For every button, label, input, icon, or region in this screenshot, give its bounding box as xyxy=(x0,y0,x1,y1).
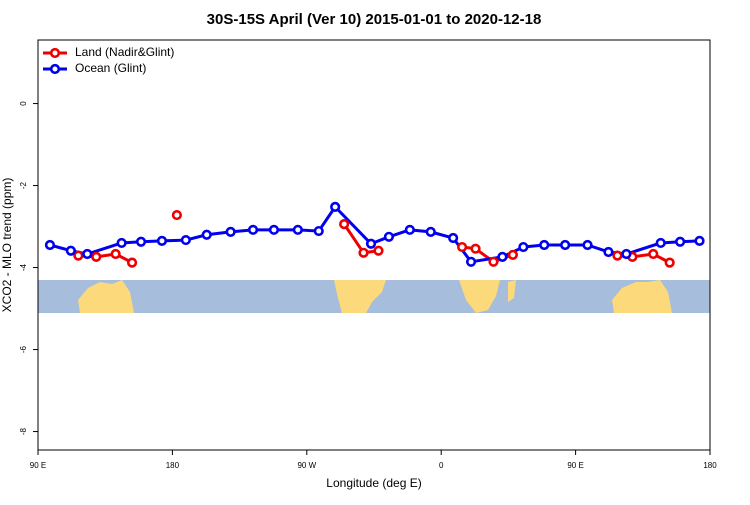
data-point xyxy=(365,238,377,249)
data-point xyxy=(621,248,632,260)
data-point xyxy=(339,218,350,230)
data-point xyxy=(383,231,395,242)
x-tick-label: 0 xyxy=(439,461,444,470)
y-tick-label: -4 xyxy=(19,263,28,271)
data-point xyxy=(582,239,593,251)
y-tick-label: -8 xyxy=(19,427,28,435)
data-point xyxy=(82,248,93,260)
data-point xyxy=(225,226,236,237)
data-point xyxy=(648,248,659,260)
chart-title: 30S-15S April (Ver 10) 2015-01-01 to 202… xyxy=(207,11,542,28)
legend-marker xyxy=(49,47,61,59)
data-point xyxy=(135,236,147,247)
data-point xyxy=(358,247,369,258)
data-point xyxy=(180,234,191,246)
data-point xyxy=(560,239,571,251)
data-point xyxy=(488,256,499,267)
data-point xyxy=(694,235,705,246)
y-axis-label: XCO2 - MLO trend (ppm) xyxy=(0,178,14,313)
x-axis-label: Longitude (deg E) xyxy=(326,476,421,490)
data-point xyxy=(330,201,341,212)
data-point xyxy=(457,241,468,253)
data-point xyxy=(448,232,459,244)
data-point xyxy=(507,249,518,260)
data-point xyxy=(425,226,436,237)
data-point xyxy=(539,239,550,251)
x-tick-label: 90 E xyxy=(567,461,583,470)
data-point xyxy=(655,237,666,249)
data-point xyxy=(126,257,138,268)
data-point xyxy=(156,235,168,246)
data-point xyxy=(268,224,280,235)
data-point xyxy=(465,256,477,267)
x-tick-label: 90 E xyxy=(30,461,46,470)
data-point xyxy=(110,248,121,260)
data-point xyxy=(201,229,212,240)
data-point xyxy=(603,246,614,258)
x-tick-label: 180 xyxy=(166,461,180,470)
data-point xyxy=(675,236,686,247)
data-point xyxy=(404,224,415,235)
y-tick-label: -2 xyxy=(19,181,28,189)
data-point xyxy=(73,250,84,261)
data-point xyxy=(518,241,529,253)
data-point xyxy=(91,251,102,262)
data-point xyxy=(171,209,182,221)
legend-label: Ocean (Glint) xyxy=(75,61,146,75)
data-point xyxy=(65,245,76,256)
map-strip xyxy=(38,280,710,313)
y-tick-label: -6 xyxy=(19,345,28,353)
data-point xyxy=(44,239,56,251)
data-point xyxy=(612,250,623,261)
data-point xyxy=(116,237,127,249)
x-tick-label: 90 W xyxy=(297,461,316,470)
data-point xyxy=(313,225,324,237)
data-point xyxy=(664,257,675,268)
data-point xyxy=(470,243,481,254)
legend-label: Land (Nadir&Glint) xyxy=(75,45,174,59)
y-tick-label: 0 xyxy=(19,101,28,106)
data-point xyxy=(373,245,384,256)
x-tick-label: 180 xyxy=(703,461,717,470)
data-point xyxy=(292,224,303,235)
data-point xyxy=(247,224,259,235)
data-point xyxy=(497,251,508,262)
legend-marker xyxy=(49,63,61,75)
plot-frame xyxy=(37,39,711,451)
